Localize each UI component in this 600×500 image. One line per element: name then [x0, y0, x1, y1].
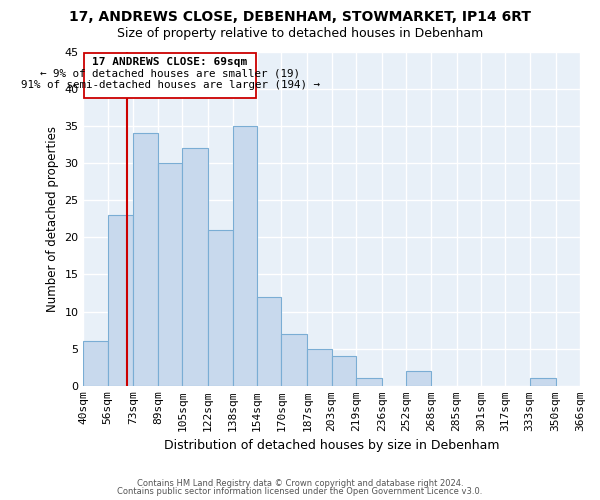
Bar: [307, 348, 332, 386]
Bar: [208, 230, 233, 386]
Text: Size of property relative to detached houses in Debenham: Size of property relative to detached ho…: [117, 28, 483, 40]
Text: 17, ANDREWS CLOSE, DEBENHAM, STOWMARKET, IP14 6RT: 17, ANDREWS CLOSE, DEBENHAM, STOWMARKET,…: [69, 10, 531, 24]
Bar: [257, 296, 281, 386]
Text: 17 ANDREWS CLOSE: 69sqm: 17 ANDREWS CLOSE: 69sqm: [92, 56, 248, 66]
Bar: [107, 215, 133, 386]
Text: ← 9% of detached houses are smaller (19): ← 9% of detached houses are smaller (19): [40, 68, 300, 78]
Bar: [83, 341, 107, 386]
Bar: [332, 356, 356, 386]
Text: 91% of semi-detached houses are larger (194) →: 91% of semi-detached houses are larger (…: [20, 80, 320, 90]
Text: Contains public sector information licensed under the Open Government Licence v3: Contains public sector information licen…: [118, 487, 482, 496]
Bar: [133, 133, 158, 386]
Bar: [530, 378, 556, 386]
Bar: [233, 126, 257, 386]
X-axis label: Distribution of detached houses by size in Debenham: Distribution of detached houses by size …: [164, 440, 499, 452]
Bar: [182, 148, 208, 386]
Text: Contains HM Land Registry data © Crown copyright and database right 2024.: Contains HM Land Registry data © Crown c…: [137, 478, 463, 488]
Bar: [158, 163, 182, 386]
Bar: [281, 334, 307, 386]
Y-axis label: Number of detached properties: Number of detached properties: [46, 126, 59, 312]
Bar: [406, 371, 431, 386]
Bar: [84, 53, 256, 98]
Bar: [356, 378, 382, 386]
